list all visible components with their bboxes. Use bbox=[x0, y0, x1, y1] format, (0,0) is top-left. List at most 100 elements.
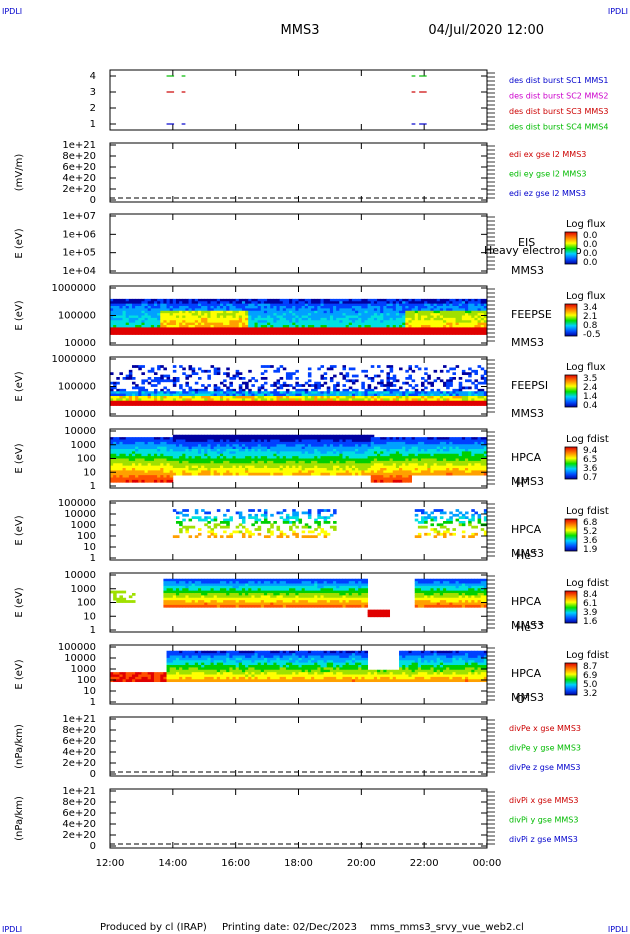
feepsi-heatmap-cell bbox=[185, 396, 189, 399]
hpca-h-heatmap-cell bbox=[339, 458, 343, 462]
feepsi-heatmap-cell bbox=[311, 398, 315, 402]
hpca-h-heatmap-cell bbox=[188, 439, 193, 443]
hpca-h-heatmap-cell bbox=[345, 437, 350, 440]
feepsi-heatmap-cell bbox=[480, 377, 485, 380]
feepsi-heatmap-cell bbox=[452, 372, 456, 376]
feepse-heatmap-cell bbox=[119, 303, 123, 307]
hpca-h-heatmap-cell bbox=[163, 472, 167, 476]
feepsi-heatmap-cell bbox=[361, 403, 365, 406]
hpca-h-heatmap-cell bbox=[405, 468, 409, 471]
hpca-h-heatmap-cell bbox=[110, 439, 114, 443]
feepse-heatmap-cell bbox=[304, 332, 309, 335]
hpca-h-heatmap-cell bbox=[351, 441, 356, 445]
feepsi-heatmap-cell bbox=[389, 403, 394, 406]
feepse-heatmap-cell bbox=[141, 308, 145, 312]
feepse-heatmap-cell bbox=[270, 332, 274, 335]
feepse-heatmap-cell bbox=[175, 303, 180, 307]
feepsi-heatmap-cell bbox=[458, 393, 463, 397]
feepse-heatmap-cell bbox=[408, 322, 412, 326]
feepse-heatmap-cell bbox=[254, 301, 259, 305]
feepsi-heatmap-cell bbox=[235, 374, 240, 378]
hpca-h-heatmap-cell bbox=[326, 446, 331, 450]
feepse-heatmap-cell bbox=[342, 322, 347, 326]
feepse-heatmap-cell bbox=[348, 298, 353, 302]
hpca-h-heatmap-cell bbox=[292, 437, 296, 440]
hpca-h-heatmap-cell bbox=[326, 470, 331, 474]
feepsi-heatmap-cell bbox=[411, 396, 416, 399]
feepse-heatmap-cell bbox=[461, 308, 466, 312]
hpca-h-heatmap-cell bbox=[292, 453, 296, 457]
hpca-h-heatmap-cell bbox=[248, 434, 252, 438]
hpca-h-heatmap-cell bbox=[348, 453, 353, 457]
feepse-heatmap-cell bbox=[194, 332, 199, 335]
feepse-heatmap-cell bbox=[238, 325, 243, 328]
feepse-heatmap-cell bbox=[389, 298, 394, 302]
feepse-heatmap-cell bbox=[110, 327, 114, 331]
feepse-heatmap-cell bbox=[267, 308, 271, 312]
feepsi-heatmap-cell bbox=[122, 403, 127, 406]
hpca-h-heatmap-cell bbox=[238, 472, 243, 476]
hpca-h-heatmap-cell bbox=[389, 468, 394, 471]
hpca-h-heatmap-cell bbox=[405, 472, 409, 476]
feepse-heatmap-cell bbox=[125, 306, 130, 309]
hpca-h-heatmap-cell bbox=[304, 456, 309, 459]
feepse-heatmap-cell bbox=[191, 332, 196, 335]
feepse-heatmap-cell bbox=[263, 303, 268, 307]
feepse-heatmap-cell bbox=[355, 327, 359, 331]
feepsi-heatmap-cell bbox=[471, 393, 475, 397]
feepse-heatmap-cell bbox=[427, 310, 431, 314]
hpca-h-heatmap-cell bbox=[138, 453, 142, 457]
hpca-h-heatmap-cell bbox=[204, 472, 208, 476]
feepse-heatmap-cell bbox=[329, 298, 334, 302]
feepse-heatmap-cell bbox=[207, 320, 211, 324]
feepse-heatmap-cell bbox=[182, 306, 186, 309]
feepse-heatmap-cell bbox=[405, 327, 409, 331]
feepse-heatmap-cell bbox=[345, 327, 350, 331]
feepse-heatmap-cell bbox=[285, 306, 290, 309]
hpca-h-heatmap-cell bbox=[311, 444, 315, 448]
hpca-h-heatmap-cell bbox=[395, 468, 400, 471]
feepsi-heatmap-cell bbox=[304, 381, 309, 385]
feepsi-heatmap-cell bbox=[386, 379, 391, 383]
hpca-h-heatmap-cell bbox=[402, 453, 406, 457]
feepse-heatmap-cell bbox=[169, 320, 174, 324]
hpca-h-heatmap-cell bbox=[421, 458, 425, 462]
feepsi-heatmap-cell bbox=[458, 377, 463, 380]
feepse-heatmap-cell bbox=[260, 329, 265, 333]
hpca-h-heatmap-cell bbox=[292, 465, 296, 469]
hpca-h-heatmap-cell bbox=[194, 434, 199, 438]
feepse-heatmap-cell bbox=[461, 310, 466, 314]
feepsi-heatmap-cell bbox=[128, 369, 133, 373]
feepsi-heatmap-cell bbox=[408, 391, 412, 395]
hpca-h-heatmap-cell bbox=[380, 475, 384, 478]
feepse-heatmap-cell bbox=[468, 298, 472, 302]
feepsi-heatmap-cell bbox=[399, 391, 403, 395]
hpca-h-heatmap-cell bbox=[361, 456, 365, 459]
hpca-h-heatmap-cell bbox=[326, 439, 331, 443]
feepsi-heatmap-cell bbox=[223, 398, 227, 402]
feepsi-heatmap-cell bbox=[320, 393, 325, 397]
hpca-h-heatmap-cell bbox=[317, 465, 321, 469]
feepse-heatmap-cell bbox=[219, 325, 224, 328]
feepse-heatmap-cell bbox=[399, 298, 403, 302]
feepsi-heatmap-cell bbox=[213, 391, 218, 395]
hpca-h-heatmap-cell bbox=[229, 460, 233, 464]
feepsi-heatmap-cell bbox=[213, 369, 218, 373]
feepse-heatmap-cell bbox=[329, 317, 334, 321]
hpca-h-heatmap-cell bbox=[326, 434, 331, 438]
hpca-h-heatmap-cell bbox=[307, 456, 312, 459]
hpca-h-heatmap-cell bbox=[241, 470, 246, 474]
feepse-heatmap-cell bbox=[480, 317, 485, 321]
hpca-h-heatmap-cell bbox=[197, 468, 202, 471]
feepse-heatmap-cell bbox=[314, 303, 318, 307]
feepsi-heatmap-cell bbox=[468, 400, 472, 404]
feepse-heatmap-cell bbox=[430, 322, 434, 326]
feepse-heatmap-cell bbox=[188, 332, 193, 335]
hpca-h-heatmap-cell bbox=[182, 470, 186, 474]
feepsi-heatmap-cell bbox=[144, 379, 149, 383]
hpca-h-heatmap-cell bbox=[424, 437, 428, 440]
colorbar-tick-label: 0.4 bbox=[583, 401, 598, 411]
hpca-h-heatmap-cell bbox=[175, 458, 180, 462]
hpca-h-heatmap-cell bbox=[421, 437, 425, 440]
feepsi-heatmap-cell bbox=[367, 391, 372, 395]
